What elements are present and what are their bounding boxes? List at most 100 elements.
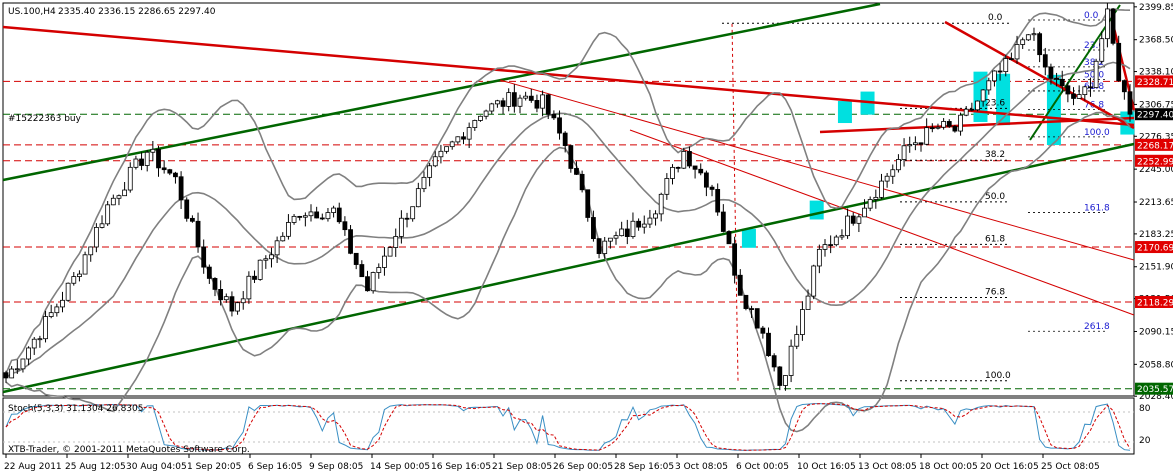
candle-bullish — [240, 298, 246, 304]
stoch-signal-line — [5, 403, 1131, 451]
candle-bullish — [856, 216, 862, 224]
fib-blue-level-label: 161.8 — [1084, 203, 1110, 213]
candle-bullish — [235, 302, 240, 312]
candle-bearish — [557, 117, 562, 134]
candle-bearish — [636, 220, 642, 228]
candle-bullish — [494, 100, 500, 105]
candle-bearish — [596, 238, 602, 254]
candle-bearish — [749, 308, 754, 310]
stoch-label: Stoch(5,3,3) 31.1304 26.8305 — [8, 404, 143, 414]
candle-bearish — [969, 108, 975, 111]
candle-bearish — [156, 148, 161, 169]
candle-bullish — [630, 220, 636, 237]
candle-bearish — [737, 274, 743, 296]
candle-bearish — [184, 199, 190, 219]
candle-bearish — [777, 366, 783, 386]
candle-bullish — [1020, 39, 1026, 45]
candle-bullish — [54, 306, 60, 314]
candle-bearish — [624, 228, 630, 237]
candle-bullish — [410, 206, 416, 220]
price-tag-bg — [1135, 241, 1173, 254]
candle-bearish — [500, 100, 506, 107]
candle-bearish — [1054, 77, 1059, 80]
candle-bullish — [257, 259, 263, 280]
candle-bullish — [924, 127, 930, 145]
candle-bullish — [884, 175, 890, 182]
candle-bullish — [20, 358, 26, 370]
candle-bullish — [653, 213, 658, 219]
candle-bearish — [1048, 66, 1054, 79]
candle-bearish — [353, 252, 359, 265]
candle-bearish — [195, 220, 201, 248]
candle-bullish — [444, 146, 449, 152]
candle-bullish — [958, 114, 963, 132]
candle-bearish — [189, 217, 195, 222]
candle-bearish — [715, 188, 721, 213]
candle-bullish — [105, 204, 111, 225]
y-tick-label: 2276.35 — [1139, 132, 1173, 142]
candle-bearish — [1116, 42, 1122, 82]
candle-bearish — [1042, 54, 1048, 68]
candle-bullish — [150, 148, 156, 153]
y-tick-label: 2306.75 — [1139, 100, 1173, 110]
x-tick-label: 20 Oct 16:05 — [980, 462, 1039, 472]
price-tag-label: 2035.57 — [1137, 385, 1173, 395]
candle-bearish — [709, 186, 715, 190]
candle-bullish — [1014, 44, 1020, 60]
candle-bullish — [839, 235, 845, 238]
fib-level-label: 100.0 — [985, 371, 1011, 381]
candle-bullish — [975, 100, 980, 111]
fib-blue-level-label: 261.8 — [1084, 322, 1110, 332]
candle-bullish — [1093, 60, 1099, 88]
fib-blue-level-label: 0.0 — [1084, 11, 1099, 21]
candle-bullish — [478, 115, 483, 121]
candle-bullish — [398, 217, 404, 237]
candle-bullish — [963, 108, 969, 116]
candle-bullish — [1082, 86, 1088, 95]
candle-bullish — [331, 207, 336, 213]
candle-bullish — [879, 180, 884, 198]
candle-bullish — [517, 97, 523, 107]
candle-bullish — [60, 299, 65, 308]
y-tick-label: 2090.15 — [1139, 327, 1173, 337]
candle-bearish — [743, 294, 749, 309]
candle-bullish — [325, 212, 331, 220]
candle-bullish — [387, 247, 393, 257]
candle-bullish — [1031, 33, 1037, 36]
ohlc-values: 2335.40 2336.15 2286.65 2297.40 — [58, 7, 216, 17]
candle-bullish — [912, 142, 918, 145]
candle-bullish — [523, 95, 529, 99]
candle-bearish — [754, 308, 760, 329]
candle-bearish — [828, 244, 834, 246]
candle-bullish — [393, 236, 399, 248]
candle-bullish — [280, 235, 286, 242]
candle-bullish — [286, 222, 291, 237]
fib-level-label: 23.6 — [985, 98, 1005, 108]
candle-bearish — [1110, 8, 1116, 44]
bollinger-lower — [5, 111, 1131, 433]
highlight-box — [837, 101, 852, 124]
candle-bullish — [274, 240, 280, 256]
candle-bullish — [421, 176, 427, 190]
candle-bearish — [212, 278, 218, 290]
candle-bullish — [37, 338, 43, 341]
main-plot-frame — [2, 2, 1135, 397]
candle-bullish — [833, 236, 839, 246]
candle-bullish — [783, 375, 788, 386]
candle-bearish — [404, 217, 410, 220]
candle-bearish — [946, 121, 952, 127]
candle-bullish — [1025, 34, 1031, 41]
candle-bullish — [48, 312, 54, 317]
order-label: #15222363 buy — [8, 114, 82, 124]
candle-bullish — [901, 145, 907, 160]
candle-bullish — [681, 151, 687, 169]
x-tick-label: 22 Aug 2011 — [4, 462, 62, 472]
x-tick-label: 21 Sep 08:05 — [492, 462, 552, 472]
candle-bullish — [269, 254, 274, 260]
candle-bearish — [568, 145, 574, 169]
candle-bearish — [348, 229, 353, 254]
x-tick-label: 9 Sep 08:05 — [309, 462, 363, 472]
candle-bullish — [415, 188, 421, 208]
candle-bearish — [511, 92, 517, 107]
candle-bearish — [703, 172, 709, 188]
